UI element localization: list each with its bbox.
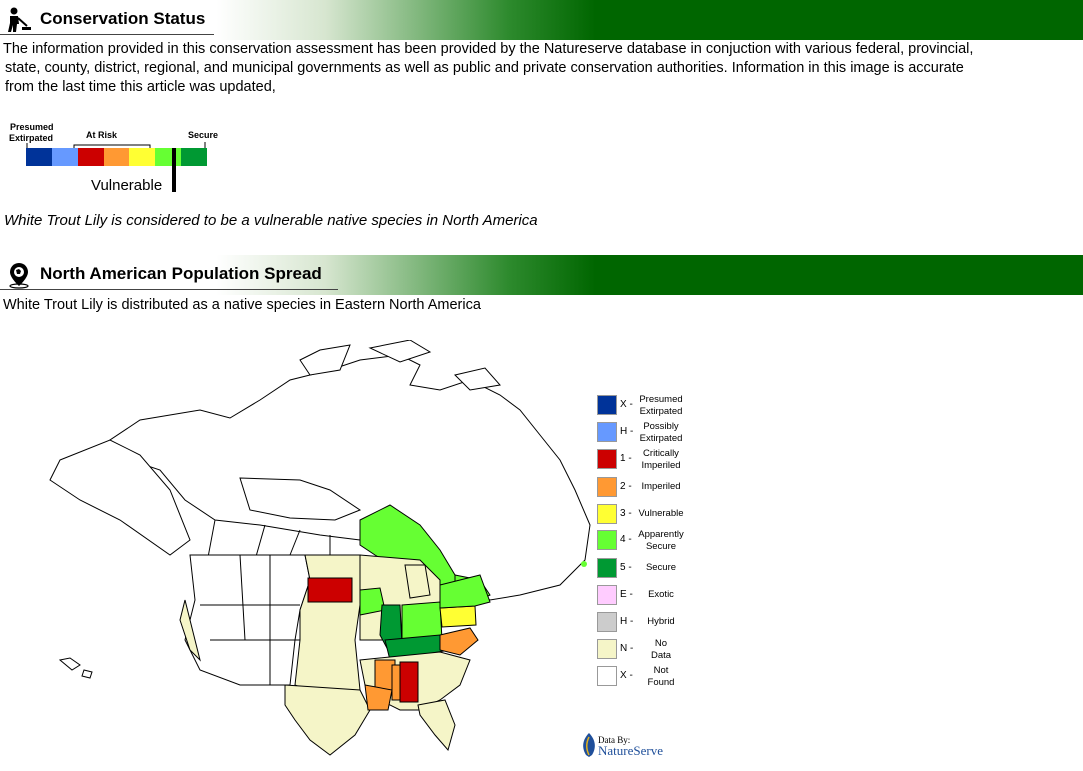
legend-swatch <box>597 422 617 442</box>
legend-code: N - <box>620 643 634 654</box>
conservation-status-title: Conservation Status <box>40 9 206 28</box>
status-scale-bar <box>26 148 208 166</box>
legend-code: H - <box>620 426 634 437</box>
legend-label: Exotic <box>635 589 687 601</box>
scale-segment <box>77 148 104 166</box>
vulnerable-marker <box>172 148 176 192</box>
legend-code: 3 - <box>620 508 632 519</box>
scale-segment <box>129 148 156 166</box>
legend-label-line-2: Imperiled <box>641 460 681 471</box>
legend-code: E - <box>620 589 633 600</box>
scale-label-at-risk: At Risk <box>86 130 118 140</box>
legend-label: Secure <box>635 562 687 574</box>
legend-swatch <box>597 639 617 659</box>
legend-label-line-1: Possibly <box>643 421 679 432</box>
header-underline <box>0 34 214 35</box>
population-statement: White Trout Lily is distributed as a nat… <box>3 297 481 313</box>
vulnerable-marker-label: Vulnerable <box>91 177 163 194</box>
legend-swatch <box>597 449 617 469</box>
legend-swatch <box>597 585 617 605</box>
credit-line-1: Data By: <box>598 735 631 745</box>
legend-swatch <box>597 504 617 524</box>
legend-label: Vulnerable <box>635 508 687 520</box>
legend-code: 1 - <box>620 453 632 464</box>
legend-label-line-1: Hybrid <box>647 616 675 627</box>
legend-label: Not Found <box>635 665 687 689</box>
legend-label-line-1: Vulnerable <box>638 508 684 519</box>
legend-label-line-1: Exotic <box>648 589 674 600</box>
legend-swatch <box>597 395 617 415</box>
conservation-statement: White Trout Lily is considered to be a v… <box>4 212 538 229</box>
scale-label-extirpated: Extirpated <box>9 133 54 143</box>
legend-code: X - <box>620 670 633 681</box>
legend-swatch <box>597 666 617 686</box>
legend-label: Possibly Extirpated <box>635 421 687 445</box>
legend-label-line-1: Imperiled <box>641 481 681 492</box>
globe-pin-icon <box>9 263 29 289</box>
scale-segment <box>103 148 130 166</box>
legend-label: Apparently Secure <box>635 529 687 553</box>
north-america-distribution-map <box>49 340 591 756</box>
population-spread-title: North American Population Spread <box>40 264 322 283</box>
legend-label-line-2: Secure <box>645 541 677 552</box>
legend-label: No Data <box>635 638 687 662</box>
natureserve-logo-icon <box>583 733 595 757</box>
legend-label-line-1: Critically <box>643 448 679 459</box>
scale-label-presumed: Presumed <box>10 122 54 132</box>
legend-swatch <box>597 558 617 578</box>
legend-label: Imperiled <box>635 481 687 493</box>
header-underline <box>0 289 338 290</box>
legend-swatch <box>597 477 617 497</box>
intro-line-3: from the last time this article was upda… <box>5 79 276 95</box>
gardener-icon <box>8 7 31 32</box>
legend-code: H - <box>620 616 634 627</box>
intro-line-2: state, county, district, regional, and m… <box>5 60 964 76</box>
scale-segment <box>51 148 78 166</box>
legend-label-line-2: Data <box>650 650 672 661</box>
legend-label: Critically Imperiled <box>635 448 687 472</box>
legend-code: 5 - <box>620 562 632 573</box>
legend-label-line-1: Presumed <box>639 394 683 405</box>
legend-label: Presumed Extirpated <box>635 394 687 418</box>
scale-label-secure: Secure <box>188 130 219 140</box>
legend-swatch <box>597 530 617 550</box>
legend-label-line-2: Found <box>647 677 675 688</box>
credit-line-2: NatureServe <box>598 743 663 758</box>
legend-label: Hybrid <box>635 616 687 628</box>
legend-swatch <box>597 612 617 632</box>
conservation-status-header: Conservation Status <box>0 0 1083 40</box>
scale-segment <box>181 148 208 166</box>
legend-code: 4 - <box>620 534 632 545</box>
scale-segment <box>155 148 182 166</box>
population-spread-header: North American Population Spread <box>0 255 1083 295</box>
legend-label-line-1: No <box>654 638 668 649</box>
legend-code: 2 - <box>620 481 632 492</box>
intro-line-1: The information provided in this conserv… <box>3 41 974 57</box>
legend-label-line-1: Apparently <box>638 529 684 540</box>
legend-label-line-2: Extirpated <box>639 433 683 444</box>
legend-code: X - <box>620 399 633 410</box>
scale-segment <box>26 148 52 166</box>
legend-label-line-1: Secure <box>645 562 677 573</box>
legend-label-line-2: Extirpated <box>639 406 683 417</box>
legend-label-line-1: Not <box>653 665 669 676</box>
